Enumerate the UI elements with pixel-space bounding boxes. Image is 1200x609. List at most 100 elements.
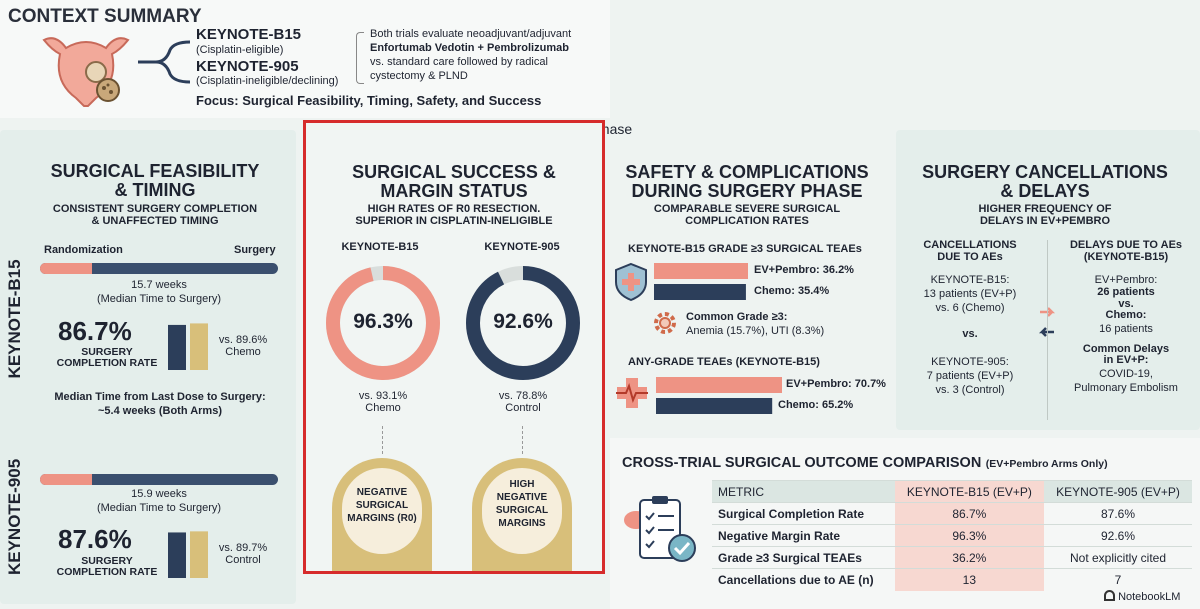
comparison-title: CROSS-TRIAL SURGICAL OUTCOME COMPARISON — [622, 455, 982, 471]
comparison-table: METRIC KEYNOTE-B15 (EV+P) KEYNOTE-905 (E… — [712, 480, 1192, 591]
delay-line: Common Delays — [1082, 342, 1170, 355]
cancellations-sub-line: HIGHER FREQUENCY OF — [978, 203, 1112, 215]
table-row: Grade ≥3 Surgical TEAEs 36.2% Not explic… — [712, 546, 1192, 569]
feasibility-sub-line: CONSISTENT SURGERY COMPLETION — [52, 203, 258, 215]
table-row: Cancellations due to AE (n) 13 7 — [712, 568, 1192, 591]
table-cell: Cancellations due to AE (n) — [712, 568, 895, 591]
905-compare: vs. 89.7% Control — [210, 542, 276, 566]
cancellations-title-line: SURGERY CANCELLATIONS — [922, 162, 1168, 182]
905-weeks-sub: (Median Time to Surgery) — [96, 502, 222, 514]
b15-bar-ev — [168, 324, 186, 370]
table-header: METRIC — [712, 480, 895, 503]
b15-rate-label: SURGERY COMPLETION RATE — [48, 346, 166, 370]
cancellations-title: SURGERY CANCELLATIONS & DELAYS — [900, 163, 1190, 201]
donut-905 — [466, 266, 580, 380]
table-header-row: METRIC KEYNOTE-B15 (EV+P) KEYNOTE-905 (E… — [712, 480, 1192, 503]
context-description: Both trials evaluate neoadjuvant/adjuvan… — [370, 27, 571, 83]
table-cell: Grade ≥3 Surgical TEAEs — [712, 546, 895, 569]
timeline-left-label: Randomization — [44, 244, 123, 256]
cancel-right-heading: DELAYS DUE TO AEs — [1069, 239, 1183, 251]
b15-success-compare-line: vs. 93.1% — [358, 390, 408, 402]
b15-timeline-fill — [40, 263, 93, 274]
delay-line: 16 patients — [1099, 322, 1153, 335]
g3-bar-ev — [654, 263, 748, 279]
any-ev-label: EV+Pembro: 70.7% — [786, 378, 886, 390]
shield-icon — [615, 262, 647, 302]
table-cell: 96.3% — [894, 524, 1045, 547]
b15-margin-text-line: MARGINS (R0) — [347, 513, 417, 524]
cancel-vs: vs. — [962, 328, 978, 341]
delay-line: EV+Pembro: — [1094, 274, 1158, 287]
table-cell: Not explicitly cited — [1044, 546, 1192, 569]
donut-905-arc — [466, 266, 580, 380]
905-rate-label: SURGERY COMPLETION RATE — [48, 555, 166, 578]
b15-completion-bars — [168, 323, 208, 370]
cancel-left-col: CANCELLATIONS DUE TO AEs KEYNOTE-B15: 13… — [906, 239, 1034, 397]
b15-margin-text-line: SURGICAL — [355, 500, 409, 511]
feasibility-title: SURGICAL FEASIBILITY & TIMING — [30, 162, 280, 200]
905-margin-text-line: SURGICAL — [495, 505, 549, 516]
safety-title-line: DURING SURGERY PHASE — [631, 180, 863, 201]
safety-sub-line: COMPARABLE SEVERE SURGICAL — [653, 203, 841, 215]
feasibility-subtitle: CONSISTENT SURGERY COMPLETION & UNAFFECT… — [30, 203, 280, 227]
b15-margin-text-line: NEGATIVE — [356, 487, 408, 498]
cancel-left-heading: DUE TO AEs — [937, 250, 1003, 263]
905-compare-line: Control — [225, 554, 261, 566]
success-sub-line: SUPERIOR IN CISPLATIN-INELIGIBLE — [355, 214, 553, 227]
b15-compare: vs. 89.6% Chemo — [210, 334, 276, 358]
any-bar-chemo — [656, 398, 773, 414]
table-header: KEYNOTE-905 (EV+P) — [1044, 480, 1192, 503]
cancellations-panel — [896, 130, 1200, 430]
b15-timeline-bar — [40, 263, 278, 274]
905-weeks: 15.9 weeks — [131, 488, 187, 500]
b15-completion-rate: 86.7% — [58, 316, 132, 346]
context-title: CONTEXT SUMMARY — [8, 6, 202, 27]
b15-success-compare-line: Chemo — [365, 402, 401, 414]
b15-rate-label-line: COMPLETION RATE — [56, 357, 158, 370]
donut-b15-arc — [326, 266, 440, 380]
cancellations-subtitle: HIGHER FREQUENCY OF DELAYS IN EV+PEMBRO — [900, 203, 1190, 227]
905-timeline-fill — [40, 474, 93, 485]
any-grade-title: ANY-GRADE TEAEs (KEYNOTE-B15) — [628, 356, 820, 368]
common-grade3-line: Anemia (15.7%), UTI (8.3%) — [686, 325, 825, 337]
grade3-title: KEYNOTE-B15 GRADE ≥3 SURGICAL TEAEs — [628, 243, 862, 255]
trial1-name: KEYNOTE-B15 — [196, 26, 302, 43]
cancel-b15-line: 13 patients (EV+P) — [923, 288, 1017, 301]
905-success-compare-line: Control — [505, 402, 541, 414]
table-cell: 87.6% — [1044, 502, 1192, 525]
safety-title: SAFETY & COMPLICATIONS DURING SURGERY PH… — [612, 163, 882, 201]
clipboard-check-icon — [624, 496, 696, 562]
cancel-905-line: KEYNOTE-905: — [931, 355, 1009, 368]
905-margin-pillar-inner — [482, 468, 562, 554]
donut-b15-value: 96.3% — [353, 310, 413, 333]
g3-bar-chemo — [654, 284, 746, 300]
success-sub-line: HIGH RATES OF R0 RESECTION. — [367, 203, 541, 215]
905-margin-text-line: HIGH — [509, 479, 535, 490]
table-header: KEYNOTE-B15 (EV+P) — [894, 480, 1045, 503]
delay-line: 26 patients — [1097, 286, 1155, 299]
b15-last-dose-line: Median Time from Last Dose to Surgery: — [54, 391, 266, 403]
cancel-divider — [1047, 240, 1048, 420]
905-compare-line: vs. 89.7% — [218, 542, 268, 554]
delay-line: Pulmonary Embolism — [1074, 381, 1178, 394]
g3-ev-label: EV+Pembro: 36.2% — [754, 264, 854, 276]
delay-line: vs. — [1118, 297, 1134, 310]
905-rate-label-line: SURGERY — [81, 555, 133, 567]
donut-b15-label: KEYNOTE-B15 — [341, 241, 419, 253]
success-title: SURGICAL SUCCESS & MARGIN STATUS — [306, 163, 602, 201]
donut-905-value: 92.6% — [493, 310, 553, 333]
b15-margin-pillar-inner — [342, 468, 422, 554]
table-row: Surgical Completion Rate 86.7% 87.6% — [712, 502, 1192, 525]
footer-brand: NotebookLM — [1104, 590, 1180, 603]
table-cell: 13 — [894, 568, 1045, 591]
donut-905-label: KEYNOTE-905 — [484, 241, 560, 253]
b15-rate-label-line: SURGERY — [81, 346, 133, 358]
donut-b15 — [326, 266, 440, 380]
cancel-left-heading: CANCELLATIONS — [923, 239, 1017, 251]
context-focus: Focus: Surgical Feasibility, Timing, Saf… — [196, 93, 542, 108]
branch-connector-icon — [138, 40, 191, 84]
feasibility-sub-line: & UNAFFECTED TIMING — [91, 214, 219, 227]
delay-line: Chemo: — [1105, 309, 1147, 322]
b15-bar-chemo — [190, 323, 208, 370]
delay-line: in EV+P: — [1103, 354, 1149, 367]
